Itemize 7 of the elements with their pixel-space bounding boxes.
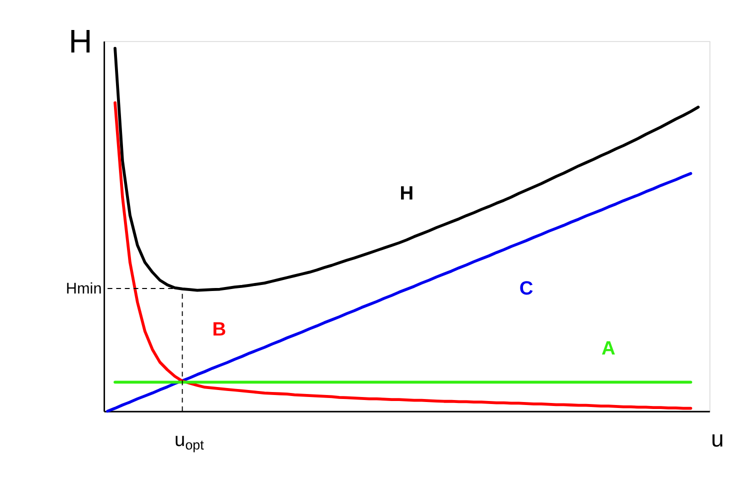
x-axis-title: u <box>711 426 724 452</box>
series-label: A <box>602 338 616 360</box>
series-label: C <box>519 278 534 300</box>
text: B <box>212 319 226 340</box>
ref-line-label: Hmin <box>66 280 102 298</box>
series-label: H <box>400 184 414 205</box>
y-axis-title: H <box>68 22 92 60</box>
